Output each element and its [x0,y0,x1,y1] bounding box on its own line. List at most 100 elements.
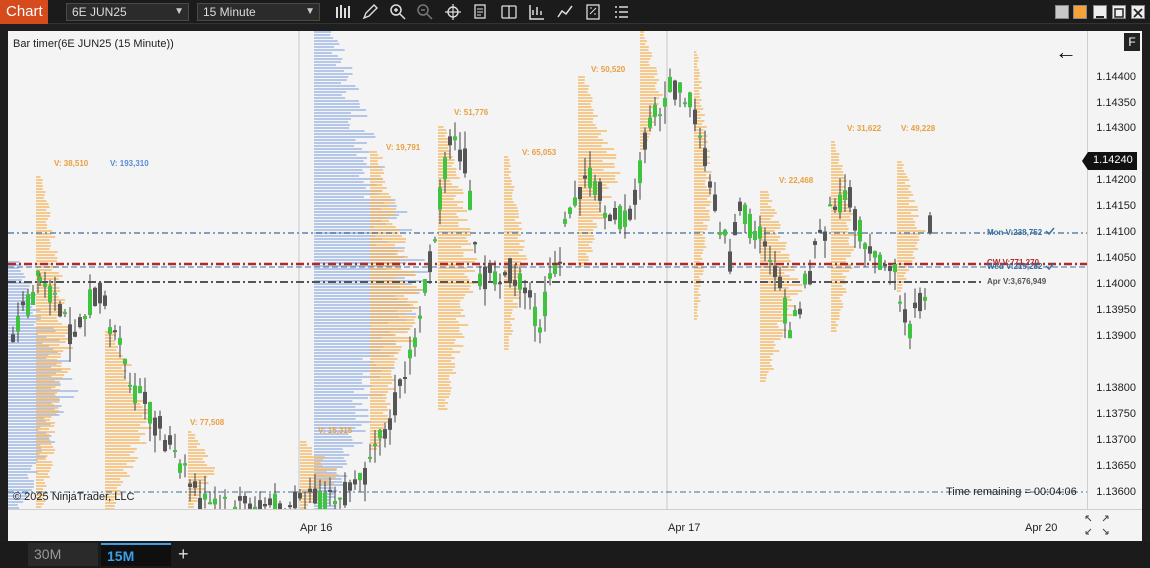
candle-body [818,229,822,233]
volume-profile-bar [831,219,852,221]
volume-profile-bar [831,159,840,161]
f-button[interactable]: F [1124,33,1140,51]
chart-panel[interactable]: V: 38,510 V: 193,310 V: 77,508 V: 19,791 V: … [8,31,1087,509]
volume-profile-bar [438,273,465,275]
volume-profile-bar [188,440,198,442]
minimize-button[interactable] [1093,5,1107,19]
time-axis[interactable]: Apr 16 Apr 17 Apr 20 [8,509,1142,541]
volume-profile-bar [314,229,412,231]
volume-profile-bar [831,165,843,167]
volume-profile-bar [314,316,399,318]
chart-tab[interactable]: Chart [0,0,48,24]
volume-profile-bar [188,464,208,466]
volume-profile-bar [8,471,38,473]
volume-profile-bar [694,216,710,218]
candle-body [513,280,517,286]
tab-15m[interactable]: 15M [101,543,171,566]
volume-profile-bar [897,272,906,274]
volume-profile-bar [897,284,903,286]
volume-profile-bar [36,230,53,232]
volume-profile-bar [504,207,518,209]
volume-profile-bar [694,150,710,152]
volume-profile-bar [831,258,846,260]
price-chart[interactable]: V: 38,510 V: 193,310 V: 77,508 V: 19,791 V: … [8,31,1087,509]
candle-body [148,402,152,424]
volume-profile-bar [314,115,368,117]
volume-profile-bar [36,215,51,217]
volume-profile-bar [438,129,447,131]
candle-body [203,493,207,500]
volume-profile-bar [370,199,392,201]
add-tab-button[interactable]: + [178,544,189,564]
price-axis[interactable]: F 1.14400 1.14350 1.14300 1.14200 1.14150 1.1… [1082,31,1142,509]
link-color-button[interactable] [1073,5,1087,19]
volume-profile-bar [36,338,73,340]
volume-profile-bar [694,66,698,68]
volume-profile-bar [314,457,344,459]
volume-profile-bar [578,139,604,141]
window-color-button[interactable] [1055,5,1069,19]
zoom-in-icon[interactable] [389,3,407,21]
volume-profile-bar [105,496,118,498]
volume-profile-bar [8,429,39,431]
volume-profile-bar [640,82,657,84]
volume-profile-bar [370,316,417,318]
volume-profile-bar [36,440,51,442]
volume-profile-bar [694,111,701,113]
volume-profile-bar [504,234,521,236]
drawing-pencil-icon[interactable] [361,3,379,21]
indicators-icon[interactable] [528,3,546,21]
volume-profile-bar [300,477,336,479]
crosshair-icon[interactable] [444,3,462,21]
y-tick: 1.13900 [1096,330,1136,342]
zoom-out-icon[interactable] [416,3,434,21]
close-button[interactable] [1131,5,1145,19]
volume-profile-bar [640,43,646,45]
volume-profile-bar [504,321,511,323]
volume-profile-bar [578,133,601,135]
list-menu-icon[interactable] [612,3,630,21]
volume-profile-bar [438,324,469,326]
candle-body [548,273,552,279]
volume-profile-bar [300,441,307,443]
candle-body [613,207,617,220]
volume-profile-bar [8,381,60,383]
current-price-bg [1082,152,1137,170]
volume-profile-bar [36,317,57,319]
back-arrow-icon[interactable]: ← [1055,39,1077,64]
strategies-icon[interactable] [556,3,574,21]
minimize-icon [1096,16,1104,18]
candle-body [898,301,902,304]
templates-icon[interactable] [584,3,602,21]
volume-profile-bar [831,267,853,269]
volume-profile-bar [370,400,386,402]
volume-profile-bar [831,276,847,278]
volume-profile-bar [36,380,55,382]
volume-profile-bar [504,315,511,317]
volume-profile-bar [897,230,926,232]
volume-profile-bar [694,165,704,167]
candle-body [488,263,492,273]
volume-profile-bar [314,391,354,393]
tab-30m[interactable]: 30M [28,543,98,566]
volume-profile-bar [831,177,845,179]
volume-profile-bar [578,256,589,258]
axis-scale-icon[interactable] [1083,513,1111,537]
y-tick: 1.14200 [1096,174,1136,186]
properties-icon[interactable] [500,3,518,21]
volume-profile-bar [897,281,906,283]
maximize-button[interactable] [1112,5,1126,19]
instrument-selector[interactable]: 6E JUN25 ▼ [66,3,189,21]
volume-profile-bar [370,340,414,342]
interval-selector[interactable]: 15 Minute ▼ [197,3,320,21]
volume-profile-bar [314,91,347,93]
volume-profile-bar [504,159,510,161]
bars-type-icon[interactable] [334,3,352,21]
candle-body [21,301,25,306]
volume-profile-bar [694,63,698,65]
data-box-icon[interactable] [472,3,490,21]
volume-profile-bar [578,178,616,180]
volume-profile-bar [8,498,26,500]
volume-profile-bar [438,216,459,218]
volume-profile-bar [694,60,699,62]
